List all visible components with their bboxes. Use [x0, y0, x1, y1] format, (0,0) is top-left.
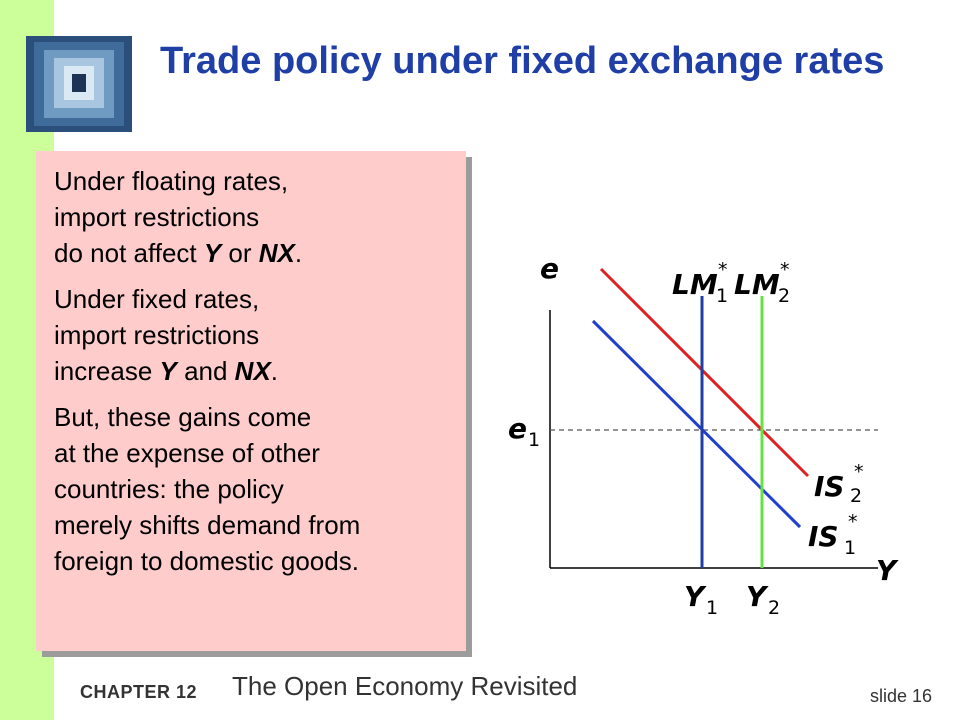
text-box: Under floating rates, import restriction…	[36, 151, 466, 651]
is1-label: IS 1 *	[808, 511, 858, 559]
svg-text:LM: LM	[672, 268, 718, 301]
is-lm-diagram: e Y e 1 Y 1 Y 2 LM 1 * LM 2 * IS 2 * IS …	[508, 252, 899, 619]
y2-label: Y 2	[746, 580, 780, 619]
slide-title: Trade policy under fixed exchange rates	[160, 40, 885, 82]
svg-text:*: *	[780, 259, 790, 281]
svg-text:2: 2	[778, 285, 790, 307]
lm1-label: LM 1 *	[672, 259, 728, 307]
tunnel-logo-image	[26, 36, 132, 132]
lm2-label: LM 2 *	[734, 259, 790, 307]
is2-curve	[599, 267, 810, 478]
svg-text:IS: IS	[808, 520, 839, 553]
svg-text:2: 2	[768, 597, 780, 619]
paragraph-floating-rates: Under floating rates, import restriction…	[54, 166, 303, 268]
svg-text:1: 1	[528, 429, 540, 451]
is1-curve	[591, 319, 802, 529]
paragraph-gains-expense: But, these gains come at the expense of …	[54, 402, 361, 576]
e1-label: e 1	[508, 412, 540, 451]
is2-label: IS 2 *	[814, 461, 864, 507]
svg-text:*: *	[854, 461, 864, 483]
svg-text:1: 1	[706, 597, 718, 619]
svg-text:*: *	[718, 259, 728, 281]
y1-label: Y 1	[684, 580, 718, 619]
svg-text:1: 1	[844, 537, 856, 559]
footer-subtitle: The Open Economy Revisited	[232, 671, 578, 701]
svg-text:LM: LM	[734, 268, 780, 301]
svg-text:1: 1	[716, 285, 728, 307]
svg-text:e: e	[508, 412, 527, 445]
paragraph-fixed-rates: Under fixed rates, import restrictions i…	[54, 284, 279, 386]
svg-text:2: 2	[850, 485, 862, 507]
y-axis-label: e	[540, 252, 559, 285]
svg-text:IS: IS	[814, 470, 845, 503]
footer-chapter: CHAPTER 12	[80, 682, 198, 702]
svg-text:*: *	[848, 511, 858, 533]
x-axis-label: Y	[876, 554, 899, 587]
svg-text:Y: Y	[746, 580, 769, 613]
svg-text:Y: Y	[684, 580, 707, 613]
slide-number: slide 16	[869, 686, 932, 706]
